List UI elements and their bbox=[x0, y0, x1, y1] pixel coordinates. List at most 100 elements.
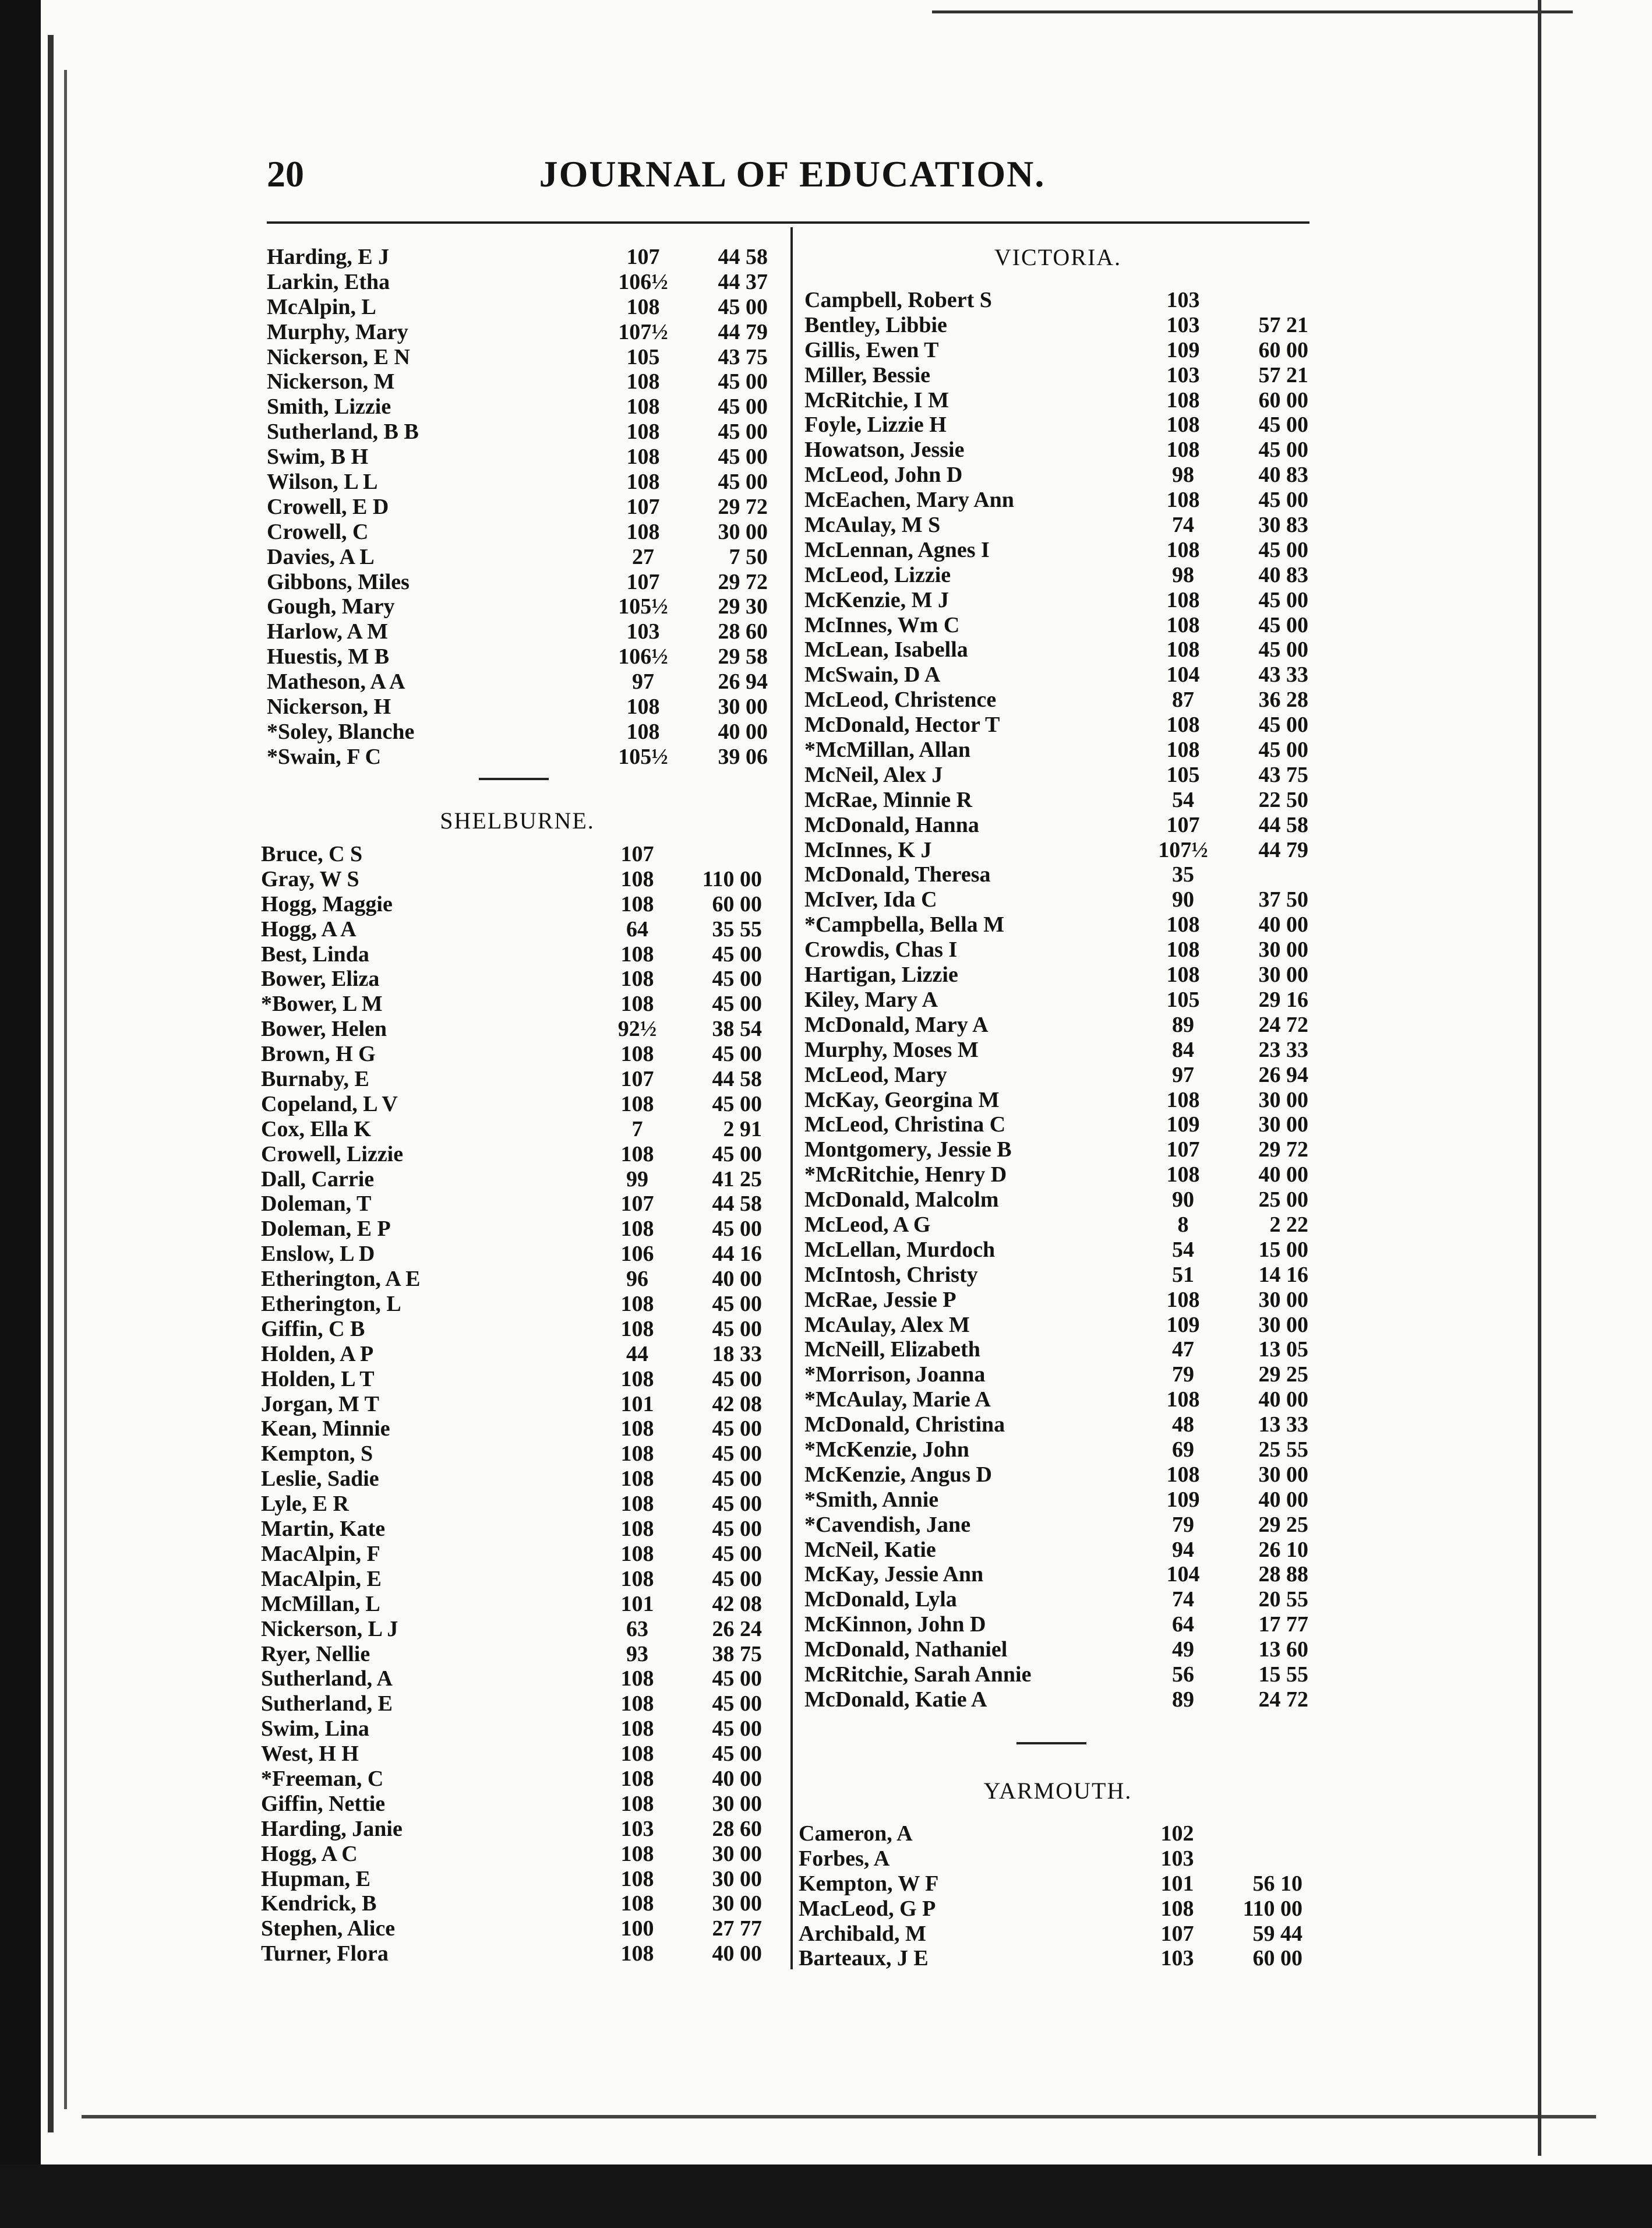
grant-amount: 2 91 bbox=[723, 1116, 763, 1141]
teacher-name: *McMillan, Allan bbox=[804, 738, 970, 763]
teacher-name: McDonald, Christina bbox=[804, 1412, 1005, 1437]
grant-amount: 40 00 bbox=[718, 719, 768, 744]
days-taught: 108 bbox=[626, 419, 660, 445]
teacher-name: Hogg, Maggie bbox=[261, 891, 393, 916]
days-taught: 107 bbox=[620, 1067, 654, 1092]
days-taught: 97 bbox=[632, 669, 654, 695]
days-taught: 108 bbox=[620, 1691, 654, 1716]
teacher-name: Gillis, Ewen T bbox=[804, 337, 939, 362]
grant-amount: 30 00 bbox=[712, 1866, 763, 1891]
grant-amount: 25 55 bbox=[1258, 1437, 1309, 1462]
section-title-shelburne: SHELBURNE. bbox=[440, 808, 595, 834]
days-taught: 108 bbox=[620, 1091, 654, 1116]
grant-amount: 45 00 bbox=[1258, 488, 1309, 513]
teacher-name: Miller, Bessie bbox=[804, 362, 930, 387]
teacher-name: Bower, Helen bbox=[261, 1017, 387, 1042]
grant-amount: 45 00 bbox=[712, 967, 763, 992]
teacher-name: Howatson, Jessie bbox=[804, 438, 965, 463]
days-taught: 87 bbox=[1172, 688, 1194, 713]
days-taught: 108 bbox=[620, 1316, 654, 1341]
days-taught: 8 bbox=[1177, 1212, 1189, 1237]
teacher-name: MacAlpin, E bbox=[261, 1566, 382, 1591]
days-taught: 102 bbox=[1160, 1821, 1194, 1846]
teacher-name: McKinnon, John D bbox=[804, 1612, 986, 1637]
grant-amount: 30 00 bbox=[712, 1841, 763, 1866]
teacher-name: Dall, Carrie bbox=[261, 1166, 375, 1191]
grant-amount: 27 77 bbox=[712, 1916, 763, 1941]
days-taught: 108 bbox=[626, 519, 660, 544]
days-taught: 108 bbox=[1166, 963, 1200, 988]
grant-amount: 57 21 bbox=[1258, 362, 1309, 387]
days-taught: 108 bbox=[1166, 713, 1200, 738]
grant-amount: 45 00 bbox=[712, 992, 763, 1017]
grant-amount: 38 54 bbox=[712, 1017, 763, 1042]
days-taught: 107 bbox=[1166, 1137, 1200, 1162]
grant-amount: 45 00 bbox=[712, 1141, 763, 1166]
grant-amount: 45 00 bbox=[1258, 438, 1309, 463]
grant-amount: 15 00 bbox=[1258, 1237, 1309, 1262]
days-taught: 108 bbox=[626, 294, 660, 319]
teacher-name: Stephen, Alice bbox=[261, 1916, 396, 1941]
grant-amount: 110 00 bbox=[1242, 1896, 1302, 1921]
teacher-name: McRae, Minnie R bbox=[804, 787, 973, 812]
grant-amount: 26 94 bbox=[718, 669, 768, 695]
grant-amount: 29 30 bbox=[718, 594, 768, 619]
column-divider bbox=[790, 227, 793, 1969]
teacher-name: Turner, Flora bbox=[261, 1941, 389, 1966]
grant-amount: 40 00 bbox=[1258, 912, 1309, 937]
grant-amount: 45 00 bbox=[712, 1566, 763, 1591]
teacher-name: McInnes, K J bbox=[804, 837, 932, 862]
grant-amount: 59 44 bbox=[1252, 1921, 1303, 1946]
grant-amount: 45 00 bbox=[712, 1292, 763, 1317]
scan-border-line bbox=[932, 10, 1573, 13]
days-taught: 108 bbox=[626, 369, 660, 394]
teacher-name: Crowell, C bbox=[267, 519, 369, 544]
days-taught: 105 bbox=[1166, 987, 1200, 1012]
grant-amount: 28 88 bbox=[1258, 1562, 1309, 1587]
teacher-name: Doleman, T bbox=[261, 1191, 372, 1217]
grant-amount: 30 83 bbox=[1258, 513, 1309, 538]
teacher-name: *Campbella, Bella M bbox=[804, 912, 1005, 937]
teacher-name: Harding, Janie bbox=[261, 1816, 403, 1841]
teacher-name: Murphy, Moses M bbox=[804, 1037, 979, 1062]
days-taught: 108 bbox=[620, 891, 654, 916]
teacher-name: McIntosh, Christy bbox=[804, 1262, 978, 1287]
teacher-name: Nickerson, L J bbox=[261, 1616, 398, 1641]
grant-amount: 110 00 bbox=[702, 866, 762, 891]
grant-amount: 45 00 bbox=[1258, 713, 1309, 738]
teacher-name: McDonald, Hanna bbox=[804, 812, 979, 837]
days-taught: 105½ bbox=[618, 744, 668, 769]
days-taught: 109 bbox=[1166, 1487, 1200, 1512]
grant-amount: 28 60 bbox=[712, 1816, 763, 1841]
teacher-name: *Morrison, Joanna bbox=[804, 1362, 986, 1387]
grant-amount: 35 55 bbox=[712, 916, 763, 942]
grant-amount: 45 00 bbox=[1258, 738, 1309, 763]
days-taught: 79 bbox=[1172, 1512, 1194, 1537]
days-taught: 108 bbox=[620, 1141, 654, 1166]
scan-border-line bbox=[64, 70, 67, 2109]
days-taught: 106 bbox=[620, 1242, 654, 1267]
grant-amount: 30 00 bbox=[1258, 1287, 1309, 1312]
grant-amount: 13 05 bbox=[1258, 1337, 1309, 1362]
grant-amount: 37 50 bbox=[1258, 887, 1309, 912]
teacher-name: Jorgan, M T bbox=[261, 1391, 380, 1416]
teacher-name: Murphy, Mary bbox=[267, 319, 408, 344]
days-taught: 101 bbox=[620, 1391, 654, 1416]
days-taught: 99 bbox=[626, 1166, 648, 1191]
teacher-name: McKenzie, Angus D bbox=[804, 1462, 992, 1487]
teacher-name: McRae, Jessie P bbox=[804, 1287, 956, 1312]
days-taught: 54 bbox=[1172, 1237, 1194, 1262]
grant-amount: 7 50 bbox=[729, 544, 768, 569]
scan-border-line bbox=[48, 35, 54, 2132]
days-taught: 108 bbox=[1166, 537, 1200, 562]
days-taught: 107 bbox=[1166, 812, 1200, 837]
days-taught: 107½ bbox=[1158, 837, 1208, 862]
teacher-name: *Bower, L M bbox=[261, 992, 383, 1017]
days-taught: 103 bbox=[620, 1816, 654, 1841]
teacher-name: Nickerson, M bbox=[267, 369, 395, 394]
days-taught: 107 bbox=[1160, 1921, 1194, 1946]
grant-amount: 24 72 bbox=[1258, 1012, 1309, 1037]
days-taught: 108 bbox=[620, 1666, 654, 1691]
days-taught: 108 bbox=[1166, 413, 1200, 438]
days-taught: 108 bbox=[620, 942, 654, 967]
